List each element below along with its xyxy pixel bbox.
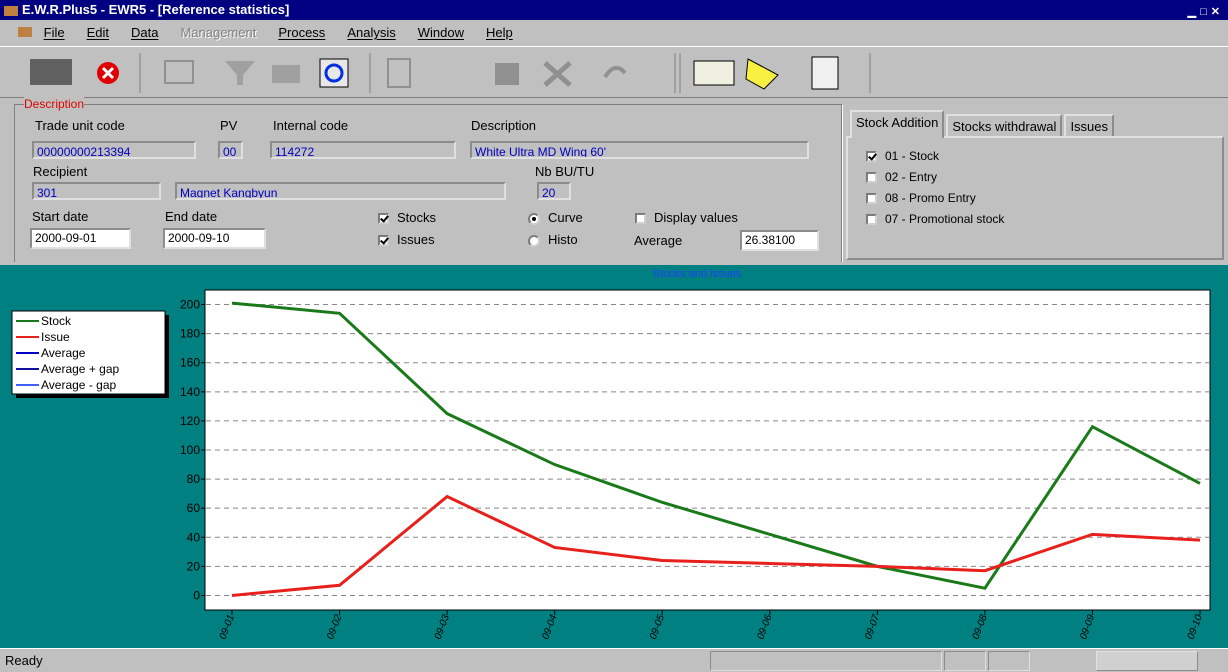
text-field[interactable]: 114272: [270, 141, 456, 159]
text-field[interactable]: Magnet Kangbyun: [175, 182, 506, 200]
chart-title: Stocks and issues: [653, 268, 742, 280]
legend-label: Stock: [41, 314, 72, 328]
date-field[interactable]: 2000-09-10: [163, 228, 266, 249]
checkbox[interactable]: 02 - Entry: [866, 170, 937, 184]
chart: Stocks and issues 0 20 40 60 80 100 120 140 160 1…: [0, 262, 1228, 648]
radio[interactable]: Histo: [528, 232, 578, 247]
checkbox-box: [866, 151, 877, 163]
y-tick-label: 200: [180, 298, 200, 312]
legend-label: Average + gap: [41, 362, 120, 376]
menu-item[interactable]: Edit: [86, 25, 109, 40]
checkbox-label: 08 - Promo Entry: [885, 191, 976, 205]
find-icon[interactable]: [272, 65, 300, 83]
field-label: Average: [634, 233, 683, 248]
new-icon[interactable]: [387, 58, 411, 88]
menu-bar: File Edit Data Management Process Analysis Win…: [0, 22, 1228, 44]
text-field[interactable]: 00: [218, 141, 243, 159]
text-field[interactable]: 20: [537, 182, 571, 200]
delete-icon[interactable]: [543, 61, 572, 87]
text-field[interactable]: 26.38100: [740, 230, 819, 251]
checkbox[interactable]: Stocks: [378, 210, 436, 225]
checkbox-box: [866, 193, 877, 205]
series-line: [231, 301, 1201, 590]
tab[interactable]: Issues: [1064, 114, 1115, 136]
radio-label: Histo: [548, 232, 578, 247]
checkbox-box: [866, 172, 877, 184]
y-tick-label: 180: [180, 327, 200, 341]
legend-label: Average - gap: [41, 378, 116, 392]
radio-label: Curve: [548, 210, 583, 225]
checkbox-label: 01 - Stock: [885, 149, 940, 163]
tab-panel: [846, 136, 1224, 260]
checkbox-label: 07 - Promotional stock: [885, 212, 1005, 226]
menu-item[interactable]: Process: [278, 25, 326, 40]
menu-item[interactable]: File: [43, 25, 65, 40]
undo-icon[interactable]: [603, 65, 627, 79]
checkbox-label: Issues: [397, 232, 435, 247]
checkbox[interactable]: 01 - Stock: [866, 149, 939, 163]
checkbox-label: 02 - Entry: [885, 170, 938, 184]
menu-item[interactable]: Management: [180, 25, 257, 40]
tab[interactable]: Stocks withdrawal: [946, 114, 1063, 136]
text-field[interactable]: White Ultra MD Wing 60': [470, 141, 809, 159]
menu-item[interactable]: Analysis: [347, 25, 396, 40]
legend-label: Issue: [41, 330, 70, 344]
note-icon[interactable]: [745, 58, 779, 90]
book-icon[interactable]: [693, 60, 735, 86]
toolbar: [0, 46, 1228, 98]
checkbox[interactable]: Issues: [378, 232, 435, 247]
y-tick-label: 80: [187, 472, 201, 486]
text-field[interactable]: 00000000213394: [32, 141, 196, 159]
y-tick-label: 100: [180, 443, 200, 457]
field-label: Nb BU/TU: [535, 164, 595, 179]
y-tick-label: 60: [187, 501, 201, 515]
report-icon[interactable]: [811, 56, 839, 90]
tab[interactable]: Stock Addition: [850, 110, 945, 138]
toolbar-icons: [30, 53, 871, 93]
status-bar: Ready: [0, 648, 1228, 672]
cancel-x: [101, 66, 115, 80]
ime-indicator[interactable]: [1096, 651, 1198, 671]
print-icon[interactable]: [30, 59, 72, 85]
checkbox-label: Stocks: [397, 210, 437, 225]
menu-item[interactable]: Help: [485, 25, 513, 40]
checkbox[interactable]: 08 - Promo Entry: [866, 191, 976, 205]
refresh-icon[interactable]: [319, 58, 349, 88]
series-line: [231, 494, 1201, 597]
y-tick-label: 140: [180, 385, 200, 399]
checkbox-box: [866, 214, 877, 226]
field-label: End date: [165, 209, 218, 224]
radio[interactable]: Curve: [528, 210, 583, 225]
field-label: PV: [220, 118, 238, 133]
y-tick-label: 120: [180, 414, 200, 428]
group-label: Description: [24, 97, 85, 111]
date-field[interactable]: 2000-09-01: [30, 228, 131, 249]
field-label: Start date: [32, 209, 89, 224]
checkbox[interactable]: 07 - Promotional stock: [866, 212, 1004, 226]
window-controls[interactable]: ▁□✕: [1187, 6, 1224, 18]
y-tick-label: 20: [187, 559, 201, 573]
field-label: Description: [471, 118, 537, 133]
checkbox-label: Display values: [654, 210, 738, 225]
y-tick-label: 0: [193, 588, 200, 602]
text-field[interactable]: 301: [32, 182, 161, 200]
y-tick-label: 160: [180, 356, 200, 370]
menu-item[interactable]: Window: [417, 25, 464, 40]
menu-item[interactable]: Data: [130, 25, 159, 40]
window-title: E.W.R.Plus5 - EWR5 - [Reference statisti…: [22, 2, 290, 17]
field-label: Recipient: [33, 164, 88, 179]
status-text: Ready: [5, 653, 43, 668]
field-label: Internal code: [273, 118, 349, 133]
checkbox[interactable]: Display values: [635, 210, 738, 225]
save-icon[interactable]: [495, 63, 519, 85]
title-bar: E.W.R.Plus5 - EWR5 - [Reference statisti…: [0, 0, 1228, 20]
copy-icon[interactable]: [164, 60, 194, 84]
field-label: Trade unit code: [35, 118, 125, 133]
legend-label: Average: [41, 346, 86, 360]
filter-icon[interactable]: [225, 61, 255, 85]
y-tick-label: 40: [187, 530, 201, 544]
